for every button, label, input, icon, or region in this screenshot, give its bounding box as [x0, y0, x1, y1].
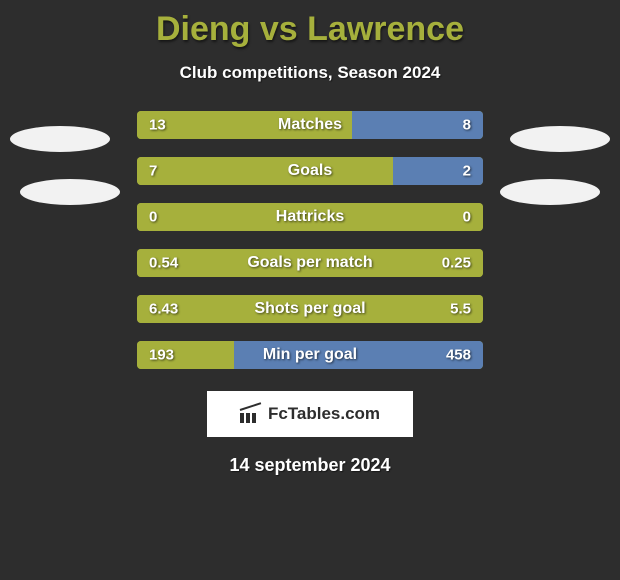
stat-value-right: 5.5 [450, 301, 471, 318]
stat-value-left: 6.43 [149, 301, 178, 318]
stat-bar: 0.54 0.25 Goals per match [137, 249, 483, 277]
stat-label: Min per goal [263, 346, 357, 364]
stat-value-right: 0 [463, 209, 471, 226]
stat-bar: 13 8 Matches [137, 111, 483, 139]
stat-value-left: 193 [149, 347, 174, 364]
chart-icon [240, 405, 262, 423]
player-right-avatar-1 [510, 126, 610, 152]
subtitle: Club competitions, Season 2024 [180, 63, 441, 83]
stat-value-right: 2 [463, 163, 471, 180]
stat-bar: 6.43 5.5 Shots per goal [137, 295, 483, 323]
stat-value-left: 0.54 [149, 255, 178, 272]
stat-value-left: 7 [149, 163, 157, 180]
stat-bar: 7 2 Goals [137, 157, 483, 185]
stat-label: Shots per goal [254, 300, 365, 318]
date-text: 14 september 2024 [229, 455, 390, 476]
stat-bar: 193 458 Min per goal [137, 341, 483, 369]
stat-value-left: 13 [149, 117, 166, 134]
stat-bar: 0 0 Hattricks [137, 203, 483, 231]
stat-fill-left [137, 157, 393, 185]
stat-value-right: 0.25 [442, 255, 471, 272]
player-right-avatar-2 [500, 179, 600, 205]
stat-label: Matches [278, 116, 342, 134]
stat-label: Goals [288, 162, 332, 180]
player-left-avatar-1 [10, 126, 110, 152]
comparison-stage: 13 8 Matches 7 2 Goals 0 0 Hattricks 0.54 0.25 Goal… [0, 111, 620, 369]
player-left-avatar-2 [20, 179, 120, 205]
stat-label: Hattricks [276, 208, 344, 226]
logo-text: FcTables.com [268, 404, 380, 424]
stat-value-right: 458 [446, 347, 471, 364]
stat-bars: 13 8 Matches 7 2 Goals 0 0 Hattricks 0.54 0.25 Goal… [137, 111, 483, 369]
stat-value-left: 0 [149, 209, 157, 226]
page-title: Dieng vs Lawrence [156, 10, 464, 49]
stat-value-right: 8 [463, 117, 471, 134]
logo-box: FcTables.com [207, 391, 413, 437]
stat-label: Goals per match [247, 254, 372, 272]
